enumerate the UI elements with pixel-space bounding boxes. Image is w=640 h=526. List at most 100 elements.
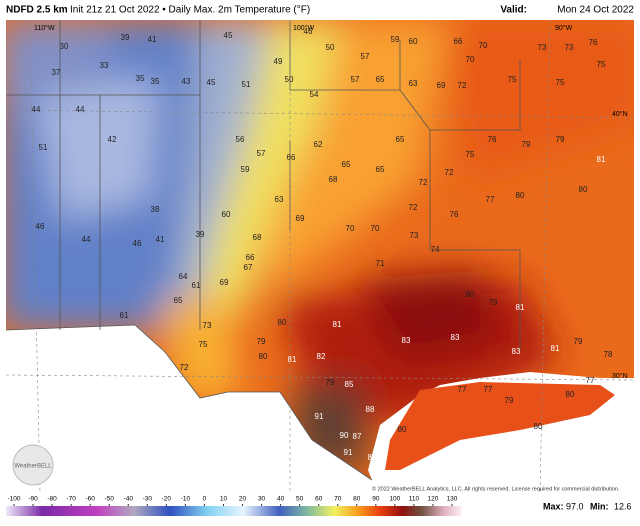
- temperature-label: 30: [60, 42, 69, 51]
- temperature-label: 54: [310, 90, 319, 99]
- temperature-label: 38: [151, 205, 160, 214]
- temperature-label: 82: [317, 352, 326, 361]
- temperature-label: 87: [353, 432, 362, 441]
- temperature-label: 64: [179, 272, 188, 281]
- temperature-label: 72: [409, 203, 418, 212]
- temperature-label: 35: [136, 74, 145, 83]
- temperature-label: 42: [108, 135, 117, 144]
- temperature-label: 57: [361, 52, 370, 61]
- temperature-label: 49: [274, 57, 283, 66]
- colorbar-tick-label: -30: [143, 496, 153, 503]
- temperature-label: 39: [196, 230, 205, 239]
- temperature-label: 57: [257, 149, 266, 158]
- temperature-label: 63: [409, 79, 418, 88]
- colorbar-tick-label: -60: [85, 496, 95, 503]
- borders: [6, 20, 521, 481]
- max-label: Max:: [543, 501, 564, 511]
- coastal-water: [385, 382, 615, 470]
- temperature-label: 81: [288, 355, 297, 364]
- temperature-label: 63: [275, 195, 284, 204]
- temperature-label: 70: [371, 224, 380, 233]
- temperature-label: 88: [366, 405, 375, 414]
- temperature-label: 76: [450, 210, 459, 219]
- temperature-label: 83: [402, 336, 411, 345]
- temperature-label: 71: [376, 259, 385, 268]
- temperature-label: 70: [466, 55, 475, 64]
- temperature-label: 57: [351, 75, 360, 84]
- temperature-label: 44: [82, 235, 91, 244]
- grid-label: 110°W: [34, 24, 55, 32]
- temperature-label: 60: [409, 37, 418, 46]
- temperature-label: 79: [257, 337, 266, 346]
- temperature-label: 35: [151, 77, 160, 86]
- temperature-label: 76: [589, 38, 598, 47]
- temperature-label: 79: [522, 140, 531, 149]
- temperature-label: 51: [39, 143, 48, 152]
- temperature-label: 80: [534, 422, 543, 431]
- valid-date: Mon 24 Oct 2022: [557, 5, 634, 16]
- subtitle: Init 21z 21 Oct 2022 • Daily Max. 2m Tem…: [70, 5, 310, 16]
- temperature-label: 61: [192, 281, 201, 290]
- temperature-label: 45: [207, 78, 216, 87]
- temperature-label: 73: [410, 231, 419, 240]
- temperature-label: 46: [133, 239, 142, 248]
- temperature-label: 77: [586, 376, 595, 385]
- temperature-label: 81: [516, 303, 525, 312]
- temperature-label: 60: [222, 210, 231, 219]
- temperature-label: 75: [199, 340, 208, 349]
- colorbar-tick-label: 70: [334, 496, 342, 503]
- temperature-label: 65: [174, 296, 183, 305]
- colorbar-tick-label: 80: [353, 496, 361, 503]
- colorbar-tick-label: 120: [428, 496, 439, 503]
- temperature-label: 41: [156, 235, 165, 244]
- grid-label: 30°N: [612, 372, 628, 380]
- temperature-label: 61: [120, 311, 129, 320]
- temperature-label: 79: [326, 378, 335, 387]
- temperature-label: 45: [224, 31, 233, 40]
- temperature-label: 77: [458, 385, 467, 394]
- temperature-label: 75: [466, 150, 475, 159]
- temperature-label: 68: [329, 175, 338, 184]
- temperature-label: 77: [484, 385, 493, 394]
- temperature-label: 65: [342, 160, 351, 169]
- colorbar-tick-label: -100: [7, 496, 20, 503]
- colorbar-tick-label: 60: [315, 496, 323, 503]
- temperature-label: 68: [253, 233, 262, 242]
- temperature-label: 80: [278, 318, 287, 327]
- temperature-label: 69: [220, 278, 229, 287]
- temperature-label: 81: [551, 344, 560, 353]
- temperature-label: 73: [565, 43, 574, 52]
- temperature-shading: [6, 20, 634, 470]
- temperature-label: 50: [285, 75, 294, 84]
- colorbar-tick-label: -90: [28, 496, 38, 503]
- temperature-label: 66: [246, 253, 255, 262]
- temperature-label: 51: [242, 80, 251, 89]
- temperature-label: 67: [244, 263, 253, 272]
- colorbar-tick-label: -10: [181, 496, 191, 503]
- temperature-label: 37: [52, 68, 61, 77]
- no-data-area: [6, 325, 634, 494]
- temperature-label: 72: [445, 168, 454, 177]
- temperature-label: 44: [32, 105, 41, 114]
- colorbar-tick-label: 50: [296, 496, 304, 503]
- colorbar-tick-label: -50: [105, 496, 115, 503]
- temperature-label: 33: [100, 61, 109, 70]
- temperature-label: 59: [241, 165, 250, 174]
- temperature-label: 79: [556, 135, 565, 144]
- temperature-label: 72: [180, 363, 189, 372]
- temperature-label: 77: [486, 195, 495, 204]
- colorbar-ticks: -100 -90 -80 -70 -60 -50 -40 -30 -20 -10 0 10 20 30 40…: [7, 496, 458, 506]
- temperature-label: 80: [398, 425, 407, 434]
- temperature-label: 81: [597, 155, 606, 164]
- temperature-label: 85: [345, 380, 354, 389]
- valid-label: Valid:: [500, 5, 527, 16]
- colorbar-tick-label: 110: [409, 496, 420, 503]
- temperature-label: 46: [304, 27, 313, 36]
- temperature-label: 62: [314, 140, 323, 149]
- grid-label: 90°W: [555, 24, 573, 32]
- colorbar-tick-label: -20: [162, 496, 172, 503]
- temperature-label: 46: [36, 222, 45, 231]
